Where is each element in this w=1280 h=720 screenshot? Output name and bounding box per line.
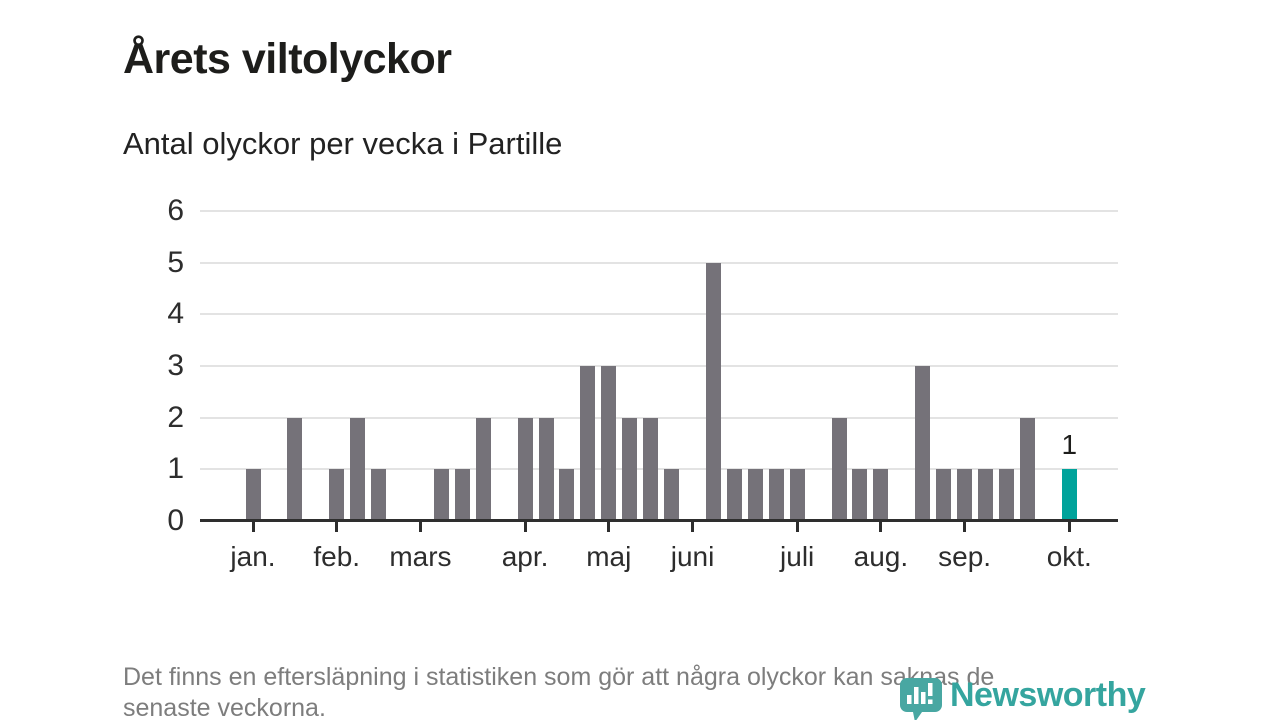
x-axis-label: apr. <box>501 541 549 572</box>
bar-week-21 <box>664 469 680 521</box>
y-axis-label: 1 <box>167 452 184 486</box>
bar-week-19 <box>622 417 638 521</box>
x-axis-label: aug. <box>853 541 909 572</box>
gridline <box>200 261 1118 264</box>
newsworthy-pin-barchart-icon <box>900 678 942 720</box>
bar-week-20 <box>643 417 659 521</box>
bar-week-29 <box>831 417 847 521</box>
bar-week-18 <box>601 366 617 521</box>
bar-week-37 <box>998 469 1014 521</box>
x-axis-label: feb. <box>313 541 361 572</box>
gridline <box>200 468 1118 471</box>
x-axis-tick <box>418 522 422 532</box>
bar-week-34 <box>936 469 952 521</box>
x-axis-label: maj <box>586 541 632 572</box>
bar-week-31 <box>873 469 889 521</box>
newsworthy-logo: Newsworthy <box>900 676 1146 720</box>
page-title: Årets viltolyckor <box>123 34 452 83</box>
y-axis-label: 4 <box>167 297 184 331</box>
x-axis-line <box>200 519 1118 522</box>
x-axis-label: juni <box>670 541 715 572</box>
bar-week-17 <box>580 366 596 521</box>
x-axis-tick <box>335 522 339 532</box>
bar-value-label: 1 <box>1061 429 1078 461</box>
x-axis-tick <box>523 522 527 532</box>
y-axis-label: 3 <box>167 349 184 382</box>
plot-area: 0 1 2 3 4 5 6 jan. feb. mars apr. maj juni juli aug. se… <box>167 196 1118 572</box>
x-axis-label: okt. <box>1046 541 1092 572</box>
bar-week-11 <box>454 469 470 521</box>
chart-subtitle: Antal olyckor per vecka i Partille <box>123 126 563 161</box>
bar-week-36 <box>978 469 994 521</box>
bar-week-40 <box>1061 469 1077 521</box>
newsworthy-wordmark: Newsworthy <box>950 676 1146 714</box>
gridline <box>200 313 1118 316</box>
bar-week-35 <box>957 469 973 521</box>
x-axis-tick <box>795 522 799 532</box>
bar-week-3 <box>287 417 303 521</box>
gridline <box>200 210 1118 212</box>
bar-week-27 <box>789 469 805 521</box>
y-axis-label: 5 <box>167 245 184 279</box>
bar-week-30 <box>852 469 868 521</box>
bar-week-14 <box>517 417 533 521</box>
bar-week-25 <box>747 469 763 521</box>
x-axis-tick <box>879 522 883 532</box>
bar-week-6 <box>350 417 366 521</box>
bar-week-7 <box>371 469 387 521</box>
x-axis-label: jan. <box>230 541 276 572</box>
bar-week-24 <box>726 469 742 521</box>
y-axis-label: 0 <box>167 504 184 537</box>
x-axis-tick <box>251 522 255 532</box>
bar-week-23 <box>705 262 721 521</box>
x-axis-tick <box>1067 522 1071 532</box>
bar-week-5 <box>329 469 345 521</box>
bar-week-1 <box>245 469 261 521</box>
x-axis-label: mars <box>389 541 452 572</box>
bar-week-10 <box>433 469 449 521</box>
x-axis-tick <box>607 522 611 532</box>
footer-note-line: senaste veckorna. <box>123 694 326 720</box>
bar-week-15 <box>538 417 554 521</box>
footer-note: Det finns en eftersläpning i statistiken… <box>123 662 994 720</box>
bar-week-12 <box>475 417 491 521</box>
bar-week-26 <box>768 469 784 521</box>
bar-week-33 <box>915 366 931 521</box>
x-axis-label: juli <box>780 541 815 572</box>
gridline <box>200 365 1118 367</box>
x-axis-label: sep. <box>938 541 992 572</box>
bar-week-38 <box>1019 417 1035 521</box>
x-axis-tick <box>963 522 967 532</box>
y-axis-label: 6 <box>167 194 184 227</box>
bar-week-16 <box>559 469 575 521</box>
x-axis-tick <box>691 522 695 532</box>
footer-note-line: Det finns en eftersläpning i statistiken… <box>123 663 995 691</box>
y-axis-label: 2 <box>167 400 184 434</box>
gridline <box>200 416 1118 419</box>
